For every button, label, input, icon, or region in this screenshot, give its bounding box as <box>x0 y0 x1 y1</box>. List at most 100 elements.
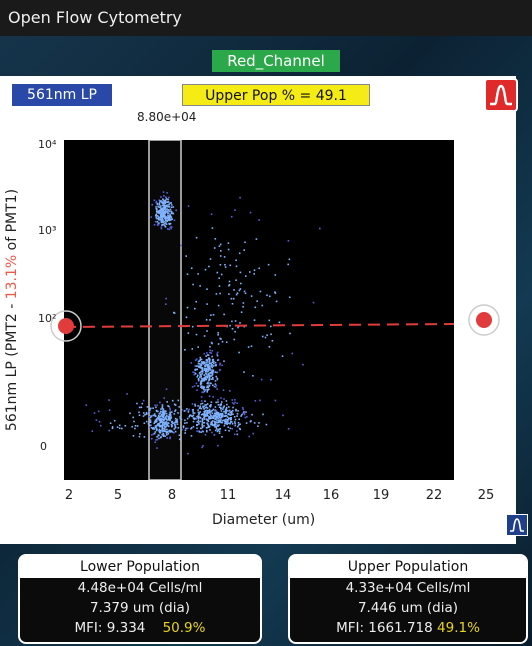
scatter-point <box>201 385 203 387</box>
scatter-point <box>224 264 226 266</box>
scatter-point <box>166 414 168 417</box>
scatter-point <box>162 209 165 212</box>
scatter-point <box>203 362 205 364</box>
scatter-point <box>187 411 190 413</box>
scatter-point <box>163 421 166 424</box>
scatter-point <box>129 412 131 415</box>
scatter-point <box>216 424 218 427</box>
scatter-point <box>252 432 254 435</box>
scatter-point <box>156 221 159 223</box>
scatter-point <box>163 417 166 420</box>
scatter-point <box>203 408 205 410</box>
channel-label[interactable]: Red_Channel <box>212 50 340 72</box>
scatter-point <box>156 425 158 427</box>
scatter-point <box>164 430 167 432</box>
scatter-point <box>217 332 219 334</box>
scatter-point <box>166 401 168 403</box>
scatter-point <box>161 430 164 433</box>
scatter-point <box>162 208 165 210</box>
histogram-small-icon <box>510 518 524 532</box>
scatter-point <box>194 365 197 367</box>
scatter-point <box>219 420 222 423</box>
scatter-point <box>244 292 247 295</box>
scatter-point <box>167 219 169 221</box>
scatter-point <box>206 288 208 290</box>
scatter-point <box>204 389 207 391</box>
scatter-point <box>175 419 177 422</box>
scatter-point <box>195 382 198 385</box>
scatter-point <box>219 364 221 366</box>
scatter-point <box>209 416 212 419</box>
scatter-plot[interactable] <box>64 140 454 480</box>
scatter-point <box>173 403 176 406</box>
scatter-point <box>167 405 169 407</box>
x-axis-label: Diameter (um) <box>212 512 316 528</box>
scatter-point <box>211 431 213 434</box>
histogram-small-button[interactable] <box>506 514 528 536</box>
scatter-point <box>158 415 160 417</box>
scatter-point <box>270 325 272 328</box>
scatter-point <box>203 416 205 419</box>
scatter-point <box>203 377 205 379</box>
scatter-point <box>161 419 163 421</box>
scatter-point <box>113 419 116 422</box>
scatter-point <box>216 415 219 417</box>
scatter-point <box>201 380 204 382</box>
scatter-point <box>250 295 253 297</box>
scatter-point <box>212 377 214 379</box>
scatter-point <box>196 389 198 391</box>
scatter-point <box>157 205 159 208</box>
scatter-point <box>165 209 167 211</box>
scatter-point <box>215 410 218 412</box>
scatter-point <box>274 274 277 276</box>
scatter-point <box>158 418 161 420</box>
scatter-point <box>163 414 165 416</box>
threshold-handle-right[interactable] <box>466 302 502 338</box>
scatter-point <box>238 252 241 255</box>
threshold-line[interactable] <box>64 323 454 328</box>
scatter-point <box>163 410 166 412</box>
scatter-point <box>237 410 239 412</box>
scatter-point <box>230 417 232 419</box>
threshold-handle-left[interactable] <box>48 308 84 344</box>
scatter-point <box>237 425 239 428</box>
scatter-point <box>161 433 164 436</box>
scatter-point <box>108 409 111 411</box>
scatter-point <box>108 399 110 401</box>
scatter-point <box>211 417 214 419</box>
scatter-point <box>160 200 163 202</box>
scatter-point <box>205 355 207 357</box>
scatter-point <box>206 410 209 413</box>
scatter-point <box>281 355 284 357</box>
filter-label[interactable]: 561nm LP <box>12 84 112 106</box>
scatter-point <box>194 405 197 407</box>
scatter-point <box>239 322 241 324</box>
scatter-point <box>145 413 148 415</box>
scatter-point <box>142 415 145 417</box>
scatter-point <box>161 224 164 226</box>
scatter-point <box>201 391 203 393</box>
scatter-point <box>199 366 202 369</box>
scatter-point <box>207 410 210 412</box>
scatter-point <box>164 411 166 414</box>
scatter-point <box>166 192 168 194</box>
scatter-point <box>169 431 172 433</box>
scatter-point <box>238 351 240 354</box>
scatter-point <box>177 399 180 402</box>
scatter-point <box>206 352 208 354</box>
scatter-point <box>160 214 162 216</box>
scatter-point <box>208 265 210 268</box>
scatter-point <box>239 288 242 290</box>
scatter-point <box>199 405 201 408</box>
scatter-point <box>202 422 204 424</box>
scatter-point <box>230 215 233 218</box>
scatter-point <box>206 370 208 373</box>
scatter-point <box>170 227 172 230</box>
scatter-point <box>151 437 153 440</box>
histogram-button[interactable] <box>484 78 518 112</box>
lower-population-box: Lower Population 4.48e+04 Cells/ml 7.379… <box>18 554 262 644</box>
scatter-point <box>209 362 212 365</box>
scatter-point <box>220 410 223 412</box>
scatter-point <box>153 432 156 435</box>
scatter-point <box>164 219 167 222</box>
